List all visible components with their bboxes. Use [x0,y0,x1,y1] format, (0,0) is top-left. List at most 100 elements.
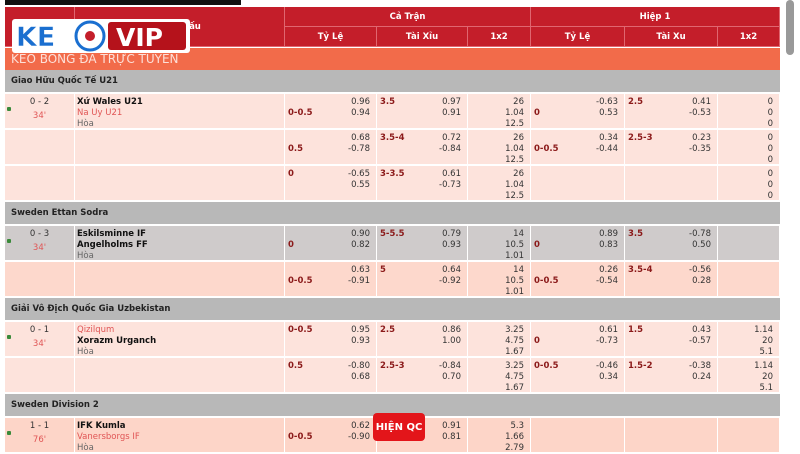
odds-bottom[interactable]: -0.78 [348,144,370,154]
odds-1x2-half[interactable]: 0 [767,108,773,118]
team-names[interactable]: Xứ Wales U21 Na Uy U21 Hòa [75,97,284,130]
odds-bottom[interactable]: 0.81 [442,432,461,442]
odds-1x2[interactable]: 3.25 [505,325,524,335]
odds-top[interactable]: 0.72 [442,133,461,143]
home-team[interactable]: Xứ Wales U21 [77,97,143,107]
odds-top[interactable]: 0.61 [599,325,618,335]
odds-1x2[interactable]: 4.75 [505,372,524,382]
odds-1x2-half[interactable]: 20 [762,372,773,382]
league-header[interactable]: Sweden Division 2 [5,394,780,416]
odds-1x2[interactable]: 1.04 [505,180,524,190]
odds-1x2-half[interactable]: 0 [767,133,773,143]
odds-top[interactable]: 0.64 [442,265,461,275]
odds-1x2[interactable]: 14 [513,229,524,239]
odds-1x2-half[interactable]: 0 [767,169,773,179]
odds-bottom[interactable]: 0.83 [599,240,618,250]
odds-bottom[interactable]: -0.91 [348,276,370,286]
odds-1x2[interactable]: 26 [513,169,524,179]
odds-top[interactable]: 0.34 [599,133,618,143]
odds-top[interactable]: -0.46 [596,361,618,371]
odds-bottom[interactable]: 0.53 [599,108,618,118]
odds-top[interactable]: 0.61 [442,169,461,179]
league-header[interactable]: Sweden Ettan Sodra [5,202,780,224]
odds-1x2-half[interactable]: 0 [767,180,773,190]
odds-1x2[interactable]: 1.67 [505,347,524,357]
odds-bottom[interactable]: 0.68 [351,372,370,382]
odds-1x2-half[interactable]: 20 [762,336,773,346]
odds-top[interactable]: -0.80 [348,361,370,371]
odds-top[interactable]: -0.78 [689,229,711,239]
scrollbar[interactable] [786,0,794,55]
odds-bottom[interactable]: -0.92 [439,276,461,286]
home-team[interactable]: Eskilsminne IF [77,229,146,239]
odds-1x2-half[interactable]: 5.1 [759,383,773,393]
odds-top[interactable]: -0.63 [596,97,618,107]
odds-1x2[interactable]: 12.5 [505,155,524,165]
odds-top[interactable]: 0.26 [599,265,618,275]
odds-top[interactable]: -0.56 [689,265,711,275]
odds-bottom[interactable]: 0.50 [692,240,711,250]
odds-1x2[interactable]: 26 [513,133,524,143]
odds-1x2[interactable]: 5.3 [510,421,524,431]
odds-top[interactable]: 0.86 [442,325,461,335]
odds-top[interactable]: 0.95 [351,325,370,335]
odds-1x2[interactable]: 12.5 [505,119,524,129]
odds-bottom[interactable]: -0.84 [439,144,461,154]
team-names[interactable]: IFK Kumla Vanersborgs IF Hòa [75,421,284,454]
odds-top[interactable]: 0.41 [692,97,711,107]
odds-1x2[interactable]: 1.66 [505,432,524,442]
odds-top[interactable]: 0.97 [442,97,461,107]
home-team[interactable]: IFK Kumla [77,421,126,431]
odds-1x2[interactable]: 12.5 [505,191,524,201]
odds-top[interactable]: 0.43 [692,325,711,335]
odds-bottom[interactable]: -0.35 [689,144,711,154]
away-team[interactable]: Xorazm Urganch [77,336,157,346]
odds-1x2[interactable]: 1.01 [505,287,524,297]
odds-1x2[interactable]: 1.04 [505,108,524,118]
odds-bottom[interactable]: 0.93 [442,240,461,250]
team-names[interactable]: Eskilsminne IF Angelholms FF Hòa [75,229,284,262]
odds-bottom[interactable]: 0.70 [442,372,461,382]
odds-bottom[interactable]: 0.94 [351,108,370,118]
odds-1x2-half[interactable]: 0 [767,191,773,201]
odds-bottom[interactable]: 0.82 [351,240,370,250]
odds-bottom[interactable]: 0.55 [351,180,370,190]
odds-1x2-half[interactable]: 0 [767,144,773,154]
odds-top[interactable]: 0.96 [351,97,370,107]
home-team[interactable]: Qizilqum [77,325,115,335]
odds-top[interactable]: 0.90 [351,229,370,239]
away-team[interactable]: Na Uy U21 [77,108,123,118]
odds-1x2-half[interactable]: 1.14 [754,361,773,371]
odds-1x2[interactable]: 1.67 [505,383,524,393]
odds-bottom[interactable]: 0.28 [692,276,711,286]
odds-1x2-half[interactable]: 0 [767,155,773,165]
odds-top[interactable]: -0.38 [689,361,711,371]
odds-bottom[interactable]: 0.34 [599,372,618,382]
odds-bottom[interactable]: -0.54 [596,276,618,286]
odds-1x2[interactable]: 10.5 [505,276,524,286]
odds-1x2[interactable]: 4.75 [505,336,524,346]
odds-bottom[interactable]: -0.90 [348,432,370,442]
odds-top[interactable]: -0.84 [439,361,461,371]
odds-top[interactable]: 0.89 [599,229,618,239]
odds-top[interactable]: 0.68 [351,133,370,143]
odds-1x2[interactable]: 14 [513,265,524,275]
odds-1x2-half[interactable]: 0 [767,119,773,129]
odds-1x2-half[interactable]: 5.1 [759,347,773,357]
top-tab-strip[interactable] [5,0,241,5]
odds-1x2[interactable]: 1.01 [505,251,524,261]
odds-bottom[interactable]: -0.73 [596,336,618,346]
odds-top[interactable]: 0.23 [692,133,711,143]
away-team[interactable]: Vanersborgs IF [77,432,140,442]
odds-bottom[interactable]: -0.57 [689,336,711,346]
odds-1x2[interactable]: 3.25 [505,361,524,371]
away-team[interactable]: Angelholms FF [77,240,148,250]
odds-1x2-half[interactable]: 1.14 [754,325,773,335]
odds-bottom[interactable]: 1.00 [442,336,461,346]
odds-bottom[interactable]: 0.91 [442,108,461,118]
odds-bottom[interactable]: 0.93 [351,336,370,346]
league-header[interactable]: Giải Vô Địch Quốc Gia Uzbekistan [5,298,780,320]
odds-1x2-half[interactable]: 0 [767,97,773,107]
odds-top[interactable]: 0.63 [351,265,370,275]
odds-1x2[interactable]: 2.79 [505,443,524,453]
